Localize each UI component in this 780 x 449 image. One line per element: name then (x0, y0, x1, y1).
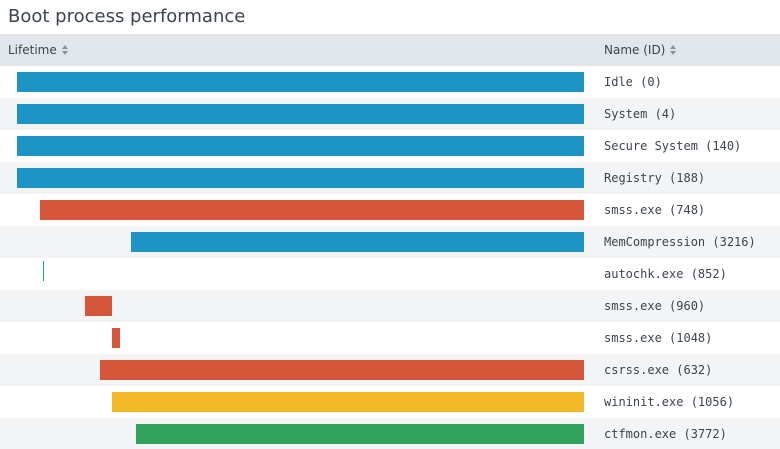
lifetime-bar[interactable] (130, 232, 584, 252)
table-row[interactable]: autochk.exe (852) (0, 258, 780, 290)
column-header-name-label: Name (ID) (604, 43, 666, 57)
table-row[interactable]: Registry (188) (0, 162, 780, 194)
page-title: Boot process performance (8, 6, 246, 27)
column-header-lifetime[interactable]: Lifetime (8, 43, 69, 57)
lifetime-bar[interactable] (136, 424, 584, 444)
process-name: ctfmon.exe (3772) (604, 427, 727, 441)
process-name: wininit.exe (1056) (604, 395, 735, 409)
table-header: Lifetime Name (ID) (0, 34, 780, 66)
lifetime-bar[interactable] (112, 392, 584, 412)
lifetime-bar[interactable] (17, 168, 584, 188)
lifetime-bar[interactable] (17, 72, 584, 92)
sort-icon[interactable] (61, 45, 69, 55)
lifetime-bar[interactable] (112, 328, 121, 348)
process-name: smss.exe (960) (604, 299, 706, 313)
process-name: MemCompression (3216) (604, 235, 756, 249)
process-name: System (4) (604, 107, 677, 121)
process-name: csrss.exe (632) (604, 363, 713, 377)
table-row[interactable]: smss.exe (1048) (0, 322, 780, 354)
lifetime-bar[interactable] (40, 200, 584, 220)
table-row[interactable]: Secure System (140) (0, 130, 780, 162)
table-row[interactable]: smss.exe (960) (0, 290, 780, 322)
table-row[interactable]: csrss.exe (632) (0, 354, 780, 386)
lifetime-bar[interactable] (85, 296, 113, 316)
lifetime-bar[interactable] (17, 136, 584, 156)
column-header-lifetime-label: Lifetime (8, 43, 57, 57)
sort-icon[interactable] (670, 45, 677, 55)
process-name: Secure System (140) (604, 139, 742, 153)
process-name: Registry (188) (604, 171, 706, 185)
lifetime-bar[interactable] (99, 360, 584, 380)
process-name: Idle (0) (604, 75, 662, 89)
process-name: smss.exe (748) (604, 203, 706, 217)
table-row[interactable]: wininit.exe (1056) (0, 386, 780, 418)
lifetime-bar[interactable] (43, 261, 45, 281)
table-row[interactable]: ctfmon.exe (3772) (0, 418, 780, 449)
table-row[interactable]: System (4) (0, 98, 780, 130)
table-row[interactable]: Idle (0) (0, 66, 780, 98)
process-name: smss.exe (1048) (604, 331, 713, 345)
process-table-body: Idle (0) System (4) Secure System (140) Reg… (0, 66, 780, 449)
table-row[interactable]: MemCompression (3216) (0, 226, 780, 258)
table-row[interactable]: smss.exe (748) (0, 194, 780, 226)
lifetime-bar[interactable] (17, 104, 584, 124)
column-header-name[interactable]: Name (ID) (604, 43, 677, 57)
process-name: autochk.exe (852) (604, 267, 727, 281)
